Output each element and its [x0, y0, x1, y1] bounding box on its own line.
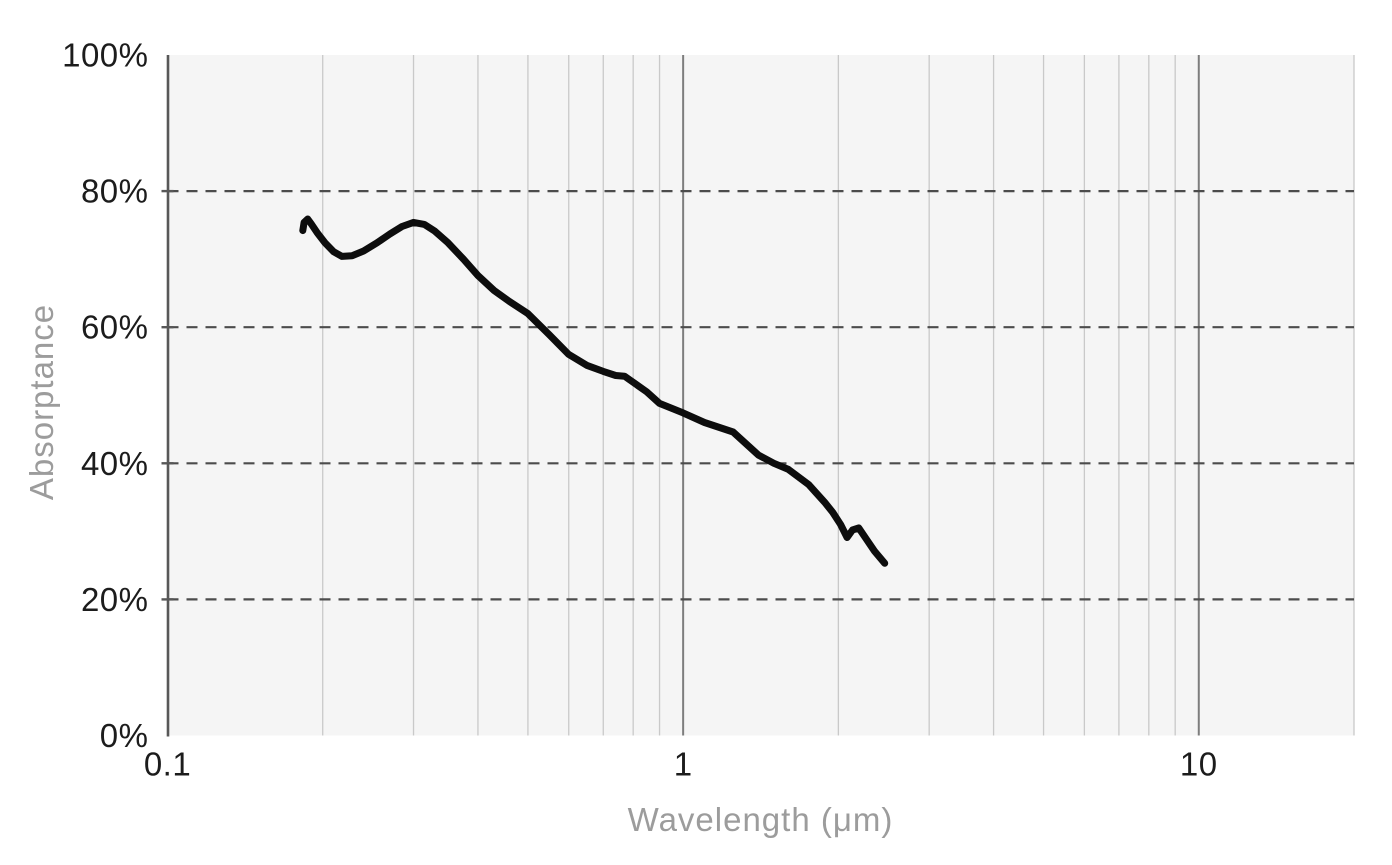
plot-background	[167, 55, 1354, 736]
x-tick-label: 10	[1180, 746, 1218, 783]
y-tick-label: 80%	[81, 173, 149, 210]
x-tick-label: 1	[674, 746, 693, 783]
y-tick-label: 20%	[81, 581, 149, 618]
x-tick-label: 0.1	[144, 746, 191, 783]
y-tick-label: 60%	[81, 309, 149, 346]
y-tick-label: 0%	[100, 717, 149, 754]
y-tick-label: 100%	[62, 37, 148, 74]
y-axis-title: Absorptance	[23, 303, 60, 501]
x-axis-title: Wavelength (μm)	[627, 801, 894, 838]
y-tick-label: 40%	[81, 445, 149, 482]
absorptance-curve	[299, 215, 889, 567]
